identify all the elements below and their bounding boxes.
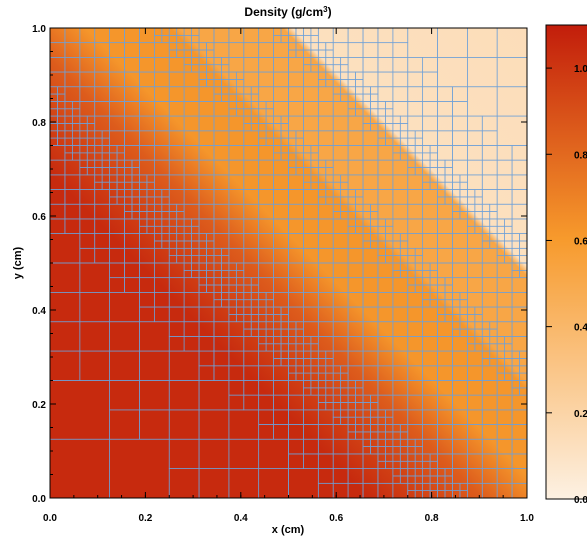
colorbar-ticks: 0.0 0.2 0.4 0.6 0.8 1.0 [546, 64, 587, 506]
colorbar-tick-label: 0.4 [574, 323, 587, 334]
colorbar-tick-label: 0.2 [574, 409, 587, 420]
colorbar [545, 24, 587, 500]
x-tick-label: 1.0 [520, 513, 534, 524]
y-tick-label: 0.4 [32, 306, 46, 317]
x-axis-title: x (cm) [272, 524, 305, 536]
plot-title: Density (g/cm3) [244, 5, 331, 19]
y-tick-label: 0.8 [32, 118, 46, 129]
colorbar-tick-label: 0.6 [574, 236, 587, 247]
colorbar-tick-label: 0.8 [574, 150, 587, 161]
y-tick-label: 0.2 [32, 400, 46, 411]
mesh-cell [496, 28, 527, 58]
y-tick-label: 0.0 [32, 494, 46, 505]
plot-area [50, 28, 527, 498]
x-tick-label: 0.2 [138, 513, 152, 524]
x-tick-label: 0.8 [425, 513, 439, 524]
colorbar-tick-label: 0.0 [574, 495, 587, 506]
x-tick-label: 0.0 [43, 513, 57, 524]
x-tick-label: 0.6 [329, 513, 343, 524]
y-axis: 0.0 0.2 0.4 0.6 0.8 1.0 [32, 24, 527, 505]
y-axis-title: y (cm) [12, 246, 24, 279]
colorbar-tick-label: 1.0 [574, 64, 587, 75]
y-tick-label: 1.0 [32, 24, 46, 35]
x-tick-label: 0.4 [234, 513, 248, 524]
x-axis: 0.0 0.2 0.4 0.6 0.8 1.0 [43, 28, 534, 524]
y-tick-label: 0.6 [32, 212, 46, 223]
amr-mesh-grid [50, 28, 527, 498]
